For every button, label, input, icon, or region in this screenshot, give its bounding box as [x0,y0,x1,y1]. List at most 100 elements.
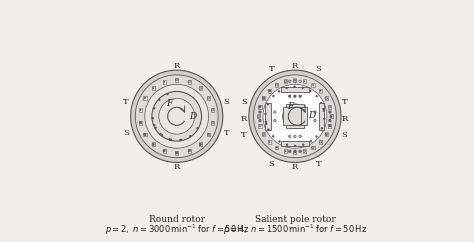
Circle shape [323,118,326,120]
Circle shape [212,122,213,123]
Bar [188,149,191,153]
Text: T: T [342,98,347,106]
Circle shape [278,140,281,143]
Text: R: R [341,115,348,123]
Bar [282,141,309,146]
Text: Round rotor: Round rotor [149,215,205,224]
Circle shape [159,133,162,135]
Bar [319,103,325,130]
Circle shape [188,81,191,83]
Bar [163,149,166,153]
Circle shape [289,136,290,137]
Circle shape [329,111,331,113]
Bar [257,114,260,118]
Circle shape [301,87,304,89]
Circle shape [299,150,301,152]
Circle shape [294,79,296,81]
Bar [188,80,191,84]
Circle shape [175,78,178,81]
Bar [303,79,306,83]
Circle shape [303,80,305,82]
Text: R: R [173,163,180,171]
Circle shape [176,79,177,80]
Circle shape [319,90,321,92]
Circle shape [136,75,218,158]
Circle shape [259,124,261,127]
Circle shape [314,111,316,113]
Circle shape [153,124,155,126]
Bar [258,105,262,109]
Circle shape [303,150,305,152]
Text: F: F [166,99,173,108]
Circle shape [286,144,288,146]
Circle shape [300,136,301,137]
Bar [325,96,328,100]
Circle shape [289,150,291,152]
Text: S: S [241,98,247,106]
Circle shape [273,119,276,122]
Circle shape [284,150,286,152]
Circle shape [155,127,157,129]
Circle shape [140,109,142,111]
Circle shape [309,90,311,92]
Circle shape [212,109,213,110]
Text: S: S [123,129,129,137]
Circle shape [329,106,330,107]
Circle shape [289,135,291,137]
Circle shape [144,133,146,136]
Bar [265,103,271,130]
Circle shape [259,106,261,108]
Bar [199,86,202,90]
Circle shape [199,143,201,145]
Circle shape [283,104,307,129]
Bar [211,108,214,112]
Bar [328,124,331,128]
Circle shape [158,98,160,101]
Circle shape [310,140,312,142]
Circle shape [294,135,296,137]
Bar [293,151,296,154]
Circle shape [249,70,341,162]
Bar [199,143,202,146]
Bar [319,89,322,93]
Bar [207,133,210,136]
Circle shape [257,115,260,117]
Circle shape [320,102,322,104]
Bar [329,114,333,118]
Text: $p = 2,\; n = 3000\,\mathrm{min}^{-1}\;\mathrm{for}\; f = 50\,\mathrm{Hz}$: $p = 2,\; n = 3000\,\mathrm{min}^{-1}\;\… [105,223,249,237]
Circle shape [294,151,296,153]
Circle shape [315,112,316,113]
Circle shape [268,141,270,143]
Circle shape [263,133,265,136]
Circle shape [207,97,210,99]
Bar [311,83,315,87]
Circle shape [267,103,269,106]
Circle shape [175,152,178,154]
Text: R: R [292,163,298,171]
Bar [275,83,278,87]
Circle shape [274,112,275,113]
Circle shape [321,127,323,129]
Circle shape [144,97,146,99]
Circle shape [159,98,195,134]
Circle shape [188,150,191,152]
Circle shape [180,139,182,141]
Bar [275,146,278,150]
Circle shape [289,95,291,97]
Text: F: F [287,102,293,111]
Circle shape [294,150,296,152]
Bar [286,110,304,128]
Circle shape [145,84,209,148]
Bar [207,96,210,100]
Circle shape [289,81,290,82]
Circle shape [285,87,288,89]
Circle shape [211,121,214,124]
Bar [268,140,271,144]
Circle shape [285,81,286,82]
Circle shape [328,124,331,127]
Circle shape [315,135,318,138]
Text: R: R [292,62,298,70]
Circle shape [302,144,304,146]
Text: D: D [190,112,197,121]
Circle shape [273,111,276,113]
